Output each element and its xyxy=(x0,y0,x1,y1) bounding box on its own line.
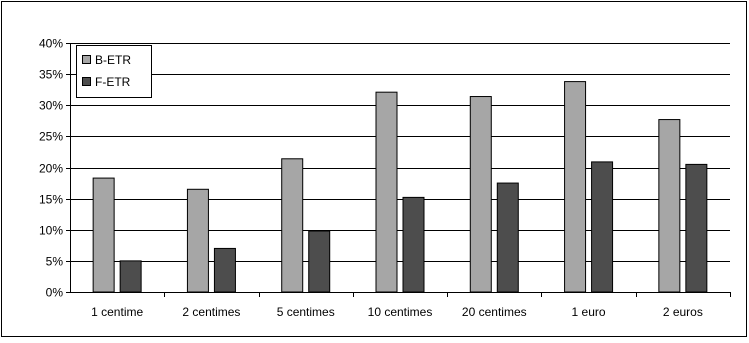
y-tick-label: 35% xyxy=(39,68,63,82)
y-tick-label: 0% xyxy=(46,286,64,300)
legend-label: B-ETR xyxy=(95,53,131,67)
y-tick-label: 25% xyxy=(39,130,63,144)
y-tick-label: 10% xyxy=(39,224,63,238)
bar-b-etr xyxy=(93,178,114,292)
y-tick-label: 30% xyxy=(39,99,63,113)
x-tick-label: 1 centime xyxy=(91,305,143,319)
bars xyxy=(93,82,707,292)
x-tick-label: 2 euros xyxy=(663,305,703,319)
y-tick-label: 40% xyxy=(39,37,63,51)
x-tick-label: 2 centimes xyxy=(182,305,240,319)
bar-f-etr xyxy=(686,164,707,292)
y-tick-label: 20% xyxy=(39,162,63,176)
bar-b-etr xyxy=(565,82,586,292)
legend-label: F-ETR xyxy=(95,75,131,89)
bar-b-etr xyxy=(470,97,491,292)
bar-b-etr xyxy=(187,189,208,292)
gridlines xyxy=(70,44,730,262)
bar-f-etr xyxy=(592,162,613,292)
y-tick-labels: 0% 5% 10% 15% 20% 25% 30% 35% 40% xyxy=(39,37,63,300)
bar-f-etr xyxy=(403,197,424,292)
bar-f-etr xyxy=(120,261,141,292)
y-tick-label: 5% xyxy=(46,255,64,269)
x-tick-labels: 1 centime 2 centimes 5 centimes 10 centimes… xyxy=(91,305,703,319)
bar-b-etr xyxy=(282,159,303,292)
axes xyxy=(66,43,731,297)
x-tick-label: 10 centimes xyxy=(368,305,433,319)
x-tick-label: 1 euro xyxy=(572,305,606,319)
x-tick-label: 20 centimes xyxy=(462,305,527,319)
bar-b-etr xyxy=(376,92,397,292)
legend: B-ETR F-ETR xyxy=(77,46,152,98)
x-tick-label: 5 centimes xyxy=(277,305,335,319)
legend-swatch xyxy=(83,78,91,86)
bar-f-etr xyxy=(309,231,330,292)
legend-swatch xyxy=(83,56,91,64)
y-tick-label: 15% xyxy=(39,193,63,207)
bar-b-etr xyxy=(659,120,680,292)
bar-f-etr xyxy=(497,183,518,292)
bar-f-etr xyxy=(214,248,235,292)
